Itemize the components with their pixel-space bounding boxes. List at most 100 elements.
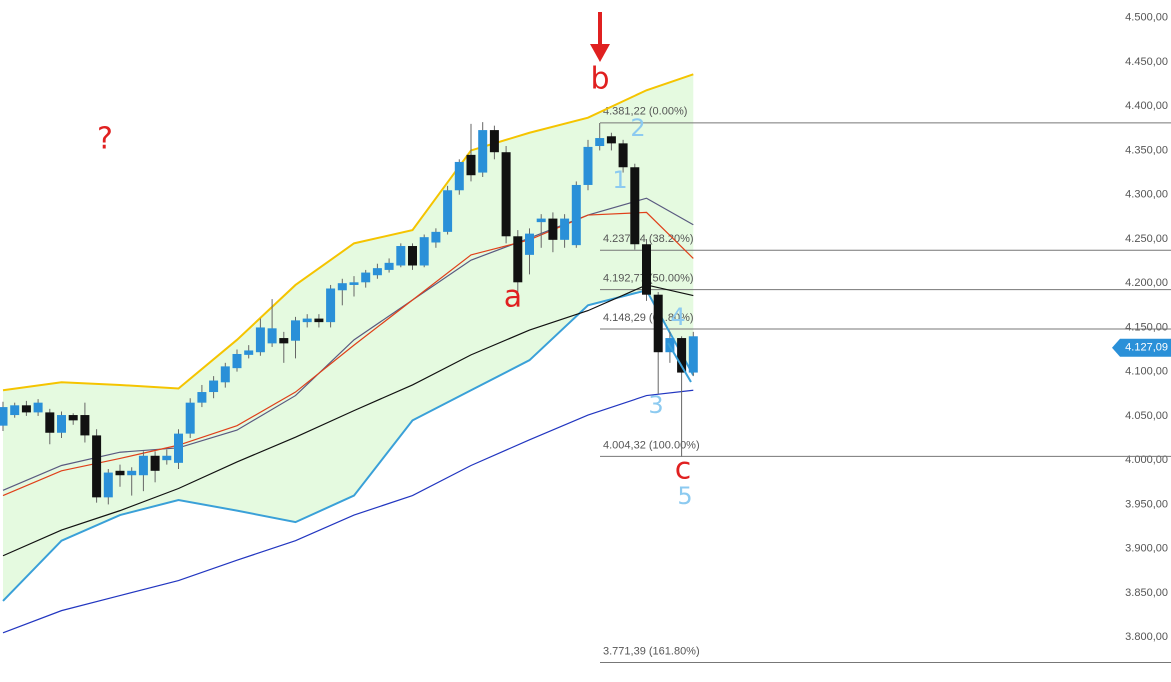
candle-body: [337, 283, 347, 291]
candle-body: [372, 268, 382, 276]
y-tick-label: 4.400,00: [1125, 100, 1168, 112]
fib-label: 3.771,39 (161.80%): [603, 645, 700, 657]
candle-body: [150, 455, 160, 471]
price-tag: [1112, 338, 1171, 357]
candle-body: [513, 236, 523, 283]
plot: 3.800,00 3.850,00 3.900,00 3.950,00 4.000,00…: [0, 12, 1171, 663]
candle-body: [209, 380, 219, 393]
y-tick-label: 3.800,00: [1125, 631, 1168, 643]
candle-body: [688, 336, 698, 373]
fib-label: 4.004,32 (100.00%): [603, 439, 700, 451]
band-fill: [3, 74, 694, 601]
candle-body: [185, 402, 195, 434]
annotation: 3: [648, 391, 663, 419]
y-tick-label: 4.350,00: [1125, 144, 1168, 156]
annotation: c: [675, 452, 692, 487]
arrow-head: [590, 44, 610, 62]
candle-body: [396, 246, 406, 266]
candle-body: [326, 288, 336, 323]
candle-body: [525, 233, 534, 255]
y-tick-label: 4.100,00: [1125, 366, 1168, 378]
candle-body: [642, 244, 651, 295]
price-tag-label: 4.127,09: [1125, 342, 1168, 354]
annotation: ?: [97, 122, 113, 157]
candle-body: [571, 184, 581, 246]
candle-body: [68, 415, 78, 421]
indicator-line: [2, 73, 694, 392]
candle-body: [408, 246, 417, 266]
candle-body: [489, 130, 499, 153]
y-tick-label: 4.250,00: [1125, 233, 1168, 245]
candle-body: [443, 190, 453, 232]
candle-body: [220, 366, 230, 383]
indicator-line: [2, 289, 695, 602]
annotation: b: [590, 62, 609, 97]
candle-body: [279, 338, 289, 344]
annotation: a: [504, 280, 522, 315]
annotation: 4: [670, 303, 685, 331]
candle-body: [454, 161, 464, 191]
candle-body: [419, 237, 429, 266]
candle-body: [174, 433, 183, 463]
candle-body: [127, 470, 137, 476]
candle-body: [80, 415, 90, 436]
candle-body: [466, 154, 476, 176]
indicator-line: [2, 284, 694, 557]
y-tick-label: 3.900,00: [1125, 543, 1168, 555]
fib-label: 4.381,22 (0.00%): [603, 106, 687, 118]
fib-label: 4.237,24 (38.20%): [603, 233, 694, 245]
candle-body: [197, 392, 207, 403]
candle-body: [57, 415, 66, 433]
y-tick-label: 4.300,00: [1125, 189, 1168, 201]
annotation: 2: [630, 114, 645, 142]
candle-body: [361, 272, 371, 283]
candle-body: [33, 402, 43, 413]
candle-body: [138, 455, 148, 476]
trend-line: [667, 342, 692, 383]
candle-body: [501, 152, 511, 237]
candle-body: [618, 143, 628, 168]
candle-body: [536, 218, 546, 223]
y-tick-label: 3.850,00: [1125, 587, 1168, 599]
candle-body: [21, 405, 31, 413]
y-tick-label: 4.050,00: [1125, 410, 1168, 422]
candle-body: [0, 407, 8, 426]
candle-body: [560, 218, 570, 240]
y-tick-label: 4.000,00: [1125, 454, 1168, 466]
candle-body: [431, 231, 441, 243]
candle-body: [267, 328, 277, 344]
annotation: 5: [677, 482, 692, 510]
y-tick-label: 4.500,00: [1125, 12, 1168, 24]
candle-body: [630, 167, 640, 245]
candle-body: [606, 136, 616, 144]
candle-body: [349, 282, 359, 285]
annotation: 1: [612, 166, 627, 194]
candle-body: [583, 146, 593, 185]
y-tick-label: 3.950,00: [1125, 498, 1168, 510]
candle-body: [653, 294, 663, 353]
fib-label: 4.148,29 (61.80%): [603, 312, 694, 324]
candle-body: [548, 218, 558, 240]
candle-body: [115, 470, 125, 476]
candle-body: [92, 435, 102, 498]
candle-body: [595, 138, 605, 147]
candle-body: [384, 262, 394, 270]
indicator-line: [2, 211, 694, 497]
candle-body: [677, 338, 687, 373]
candle-body: [244, 350, 254, 355]
candle-body: [10, 405, 20, 416]
y-tick-label: 4.450,00: [1125, 56, 1168, 68]
candle-body: [302, 318, 312, 323]
candle-body: [45, 412, 55, 433]
candle-body: [314, 318, 324, 323]
candle-body: [291, 320, 300, 341]
candle-body: [103, 472, 113, 498]
candle-body: [478, 130, 488, 173]
candle-body: [232, 353, 242, 369]
candle-body: [162, 455, 172, 461]
candle-body: [255, 327, 265, 353]
indicator-line: [2, 389, 694, 634]
y-tick-label: 4.200,00: [1125, 277, 1168, 289]
y-tick-label: 4.150,00: [1125, 321, 1168, 333]
